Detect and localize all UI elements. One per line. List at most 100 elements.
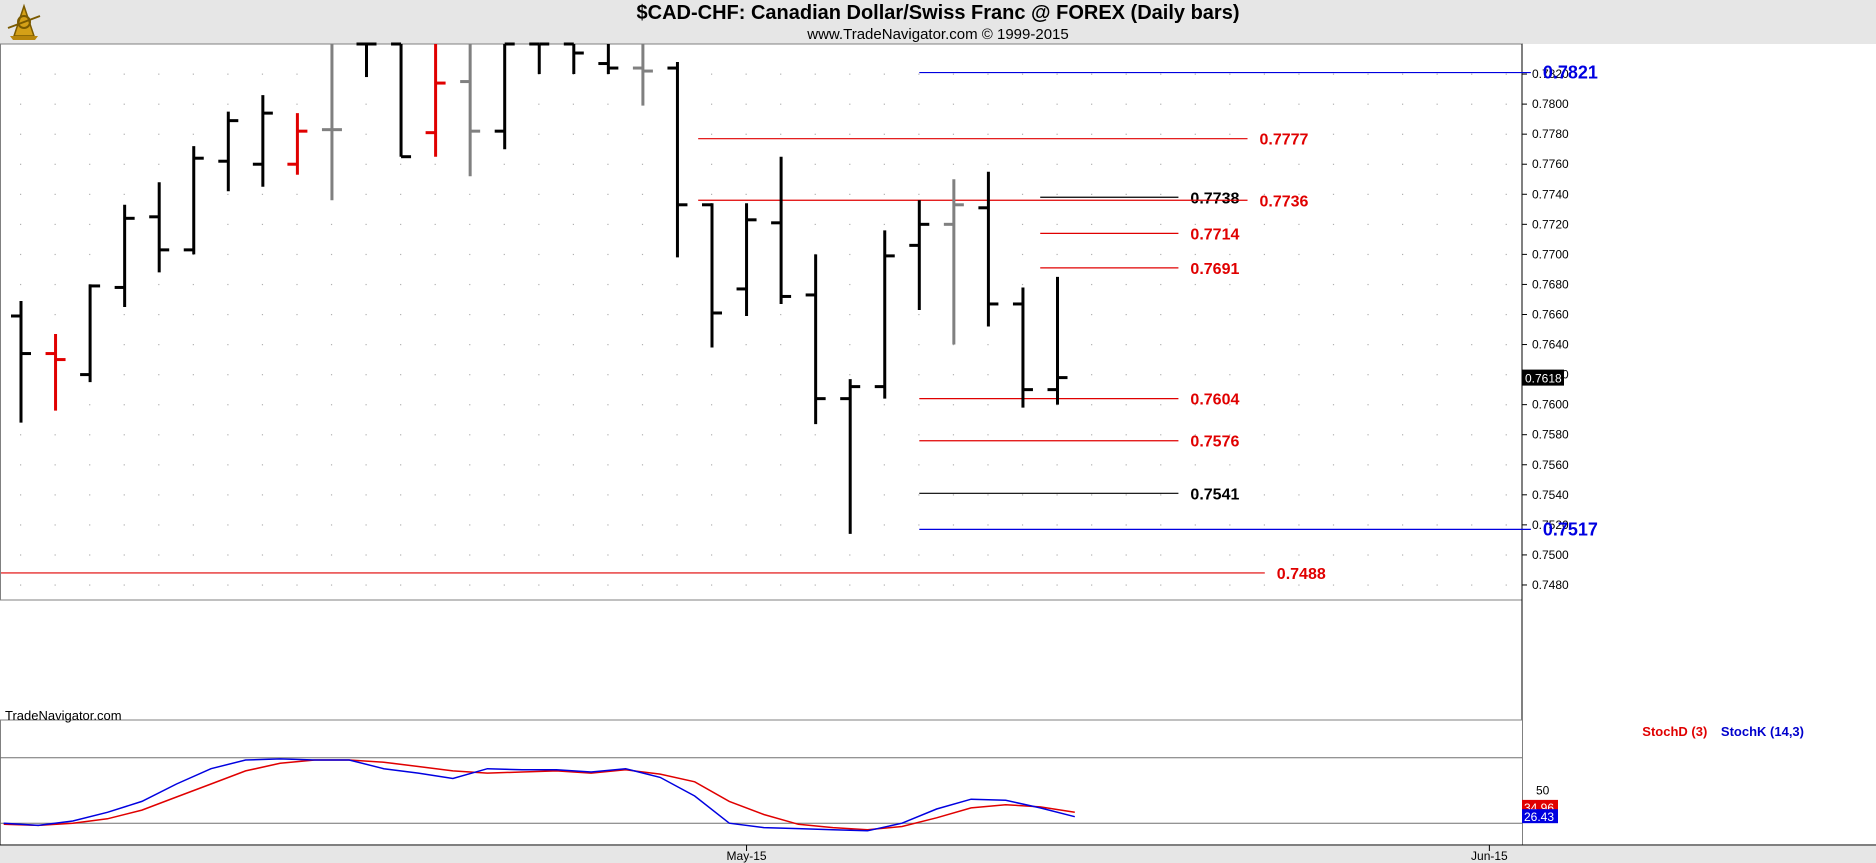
grid-dot — [1125, 73, 1127, 75]
chart-subtitle: www.TradeNavigator.com © 1999-2015 — [807, 26, 1069, 43]
grid-dot — [1056, 494, 1058, 496]
grid-dot — [1402, 554, 1404, 556]
grid-dot — [987, 524, 989, 526]
grid-dot — [745, 494, 747, 496]
grid-dot — [987, 464, 989, 466]
grid-dot — [572, 554, 574, 556]
grid-dot — [158, 283, 160, 286]
grid-dot — [538, 584, 540, 586]
grid-dot — [469, 193, 471, 195]
grid-dot — [1298, 193, 1300, 195]
grid-dot — [676, 374, 678, 376]
grid-dot — [434, 434, 436, 436]
grid-dot — [261, 494, 264, 496]
y-tick-label: 0.7660 — [1532, 307, 1569, 321]
grid-dot — [54, 193, 56, 195]
grid-dot — [1194, 253, 1196, 256]
grid-dot — [538, 133, 540, 135]
grid-dot — [1229, 253, 1231, 256]
grid-dot — [434, 464, 436, 466]
grid-dot — [1263, 404, 1265, 406]
grid-dot — [1091, 223, 1093, 226]
grid-dot — [572, 163, 574, 165]
grid-dot — [296, 313, 298, 316]
level-label: 0.7777 — [1260, 132, 1309, 149]
grid-dot — [20, 133, 22, 135]
grid-dot — [1402, 494, 1404, 496]
grid-dot — [607, 223, 609, 226]
grid-dot — [503, 554, 505, 556]
grid-dot — [849, 253, 851, 256]
grid-dot — [711, 404, 713, 406]
ohlc-bar — [218, 111, 239, 192]
grid-dot — [1194, 404, 1196, 406]
grid-dot — [227, 584, 229, 586]
grid-dot — [20, 103, 22, 105]
grid-dot — [538, 253, 540, 256]
grid-dot — [849, 193, 851, 195]
grid-dot — [641, 374, 644, 376]
grid-dot — [503, 494, 505, 496]
series-line — [3, 759, 1075, 831]
grid-dot — [365, 404, 367, 406]
grid-dot — [434, 524, 436, 526]
grid-dot — [1160, 193, 1162, 195]
grid-dot — [1402, 374, 1404, 376]
grid-dot — [538, 223, 540, 226]
grid-dot — [883, 524, 885, 526]
grid-dot — [434, 313, 436, 316]
grid-dot — [1367, 283, 1369, 286]
grid-dot — [20, 73, 22, 75]
grid-dot — [400, 374, 402, 376]
grid-dot — [123, 404, 125, 406]
grid-dot — [1332, 404, 1335, 406]
grid-dot — [261, 344, 264, 346]
grid-dot — [469, 344, 471, 346]
grid-dot — [1021, 494, 1024, 496]
grid-dot — [676, 524, 678, 526]
grid-dot — [607, 163, 609, 165]
ohlc-bar — [1047, 276, 1068, 405]
grid-dot — [883, 554, 885, 556]
grid-dot — [330, 374, 333, 376]
grid-dot — [1367, 404, 1369, 406]
grid-dot — [296, 494, 298, 496]
grid-dot — [952, 584, 955, 586]
grid-dot — [1160, 283, 1162, 286]
grid-dot — [20, 494, 22, 496]
grid-dot — [1056, 524, 1058, 526]
grid-dot — [296, 584, 298, 586]
grid-dot — [1194, 193, 1196, 195]
grid-dot — [607, 584, 609, 586]
ohlc-bar — [840, 379, 861, 534]
grid-dot — [952, 434, 955, 436]
grid-dot — [1298, 464, 1300, 466]
grid-dot — [503, 374, 505, 376]
grid-dot — [158, 494, 160, 496]
grid-dot — [1263, 193, 1265, 195]
y-tick-label: 0.7740 — [1532, 187, 1569, 201]
grid-dot — [780, 344, 782, 346]
grid-dot — [54, 73, 56, 75]
grid-dot — [745, 73, 747, 75]
grid-dot — [572, 374, 574, 376]
grid-dot — [918, 524, 920, 526]
ohlc-bar — [149, 182, 170, 273]
grid-dot — [400, 223, 402, 226]
grid-dot — [54, 313, 56, 316]
grid-dot — [711, 494, 713, 496]
grid-dot — [641, 253, 644, 256]
grid-dot — [918, 464, 920, 466]
grid-dot — [1298, 223, 1300, 226]
grid-dot — [1471, 374, 1473, 376]
grid-dot — [849, 283, 851, 286]
grid-dot — [711, 464, 713, 466]
grid-dot — [849, 223, 851, 226]
grid-dot — [538, 524, 540, 526]
grid-dot — [1298, 103, 1300, 105]
grid-dot — [1471, 464, 1473, 466]
grid-dot — [330, 223, 333, 226]
grid-dot — [503, 344, 505, 346]
grid-dot — [1263, 494, 1265, 496]
ohlc-bar — [45, 334, 66, 411]
